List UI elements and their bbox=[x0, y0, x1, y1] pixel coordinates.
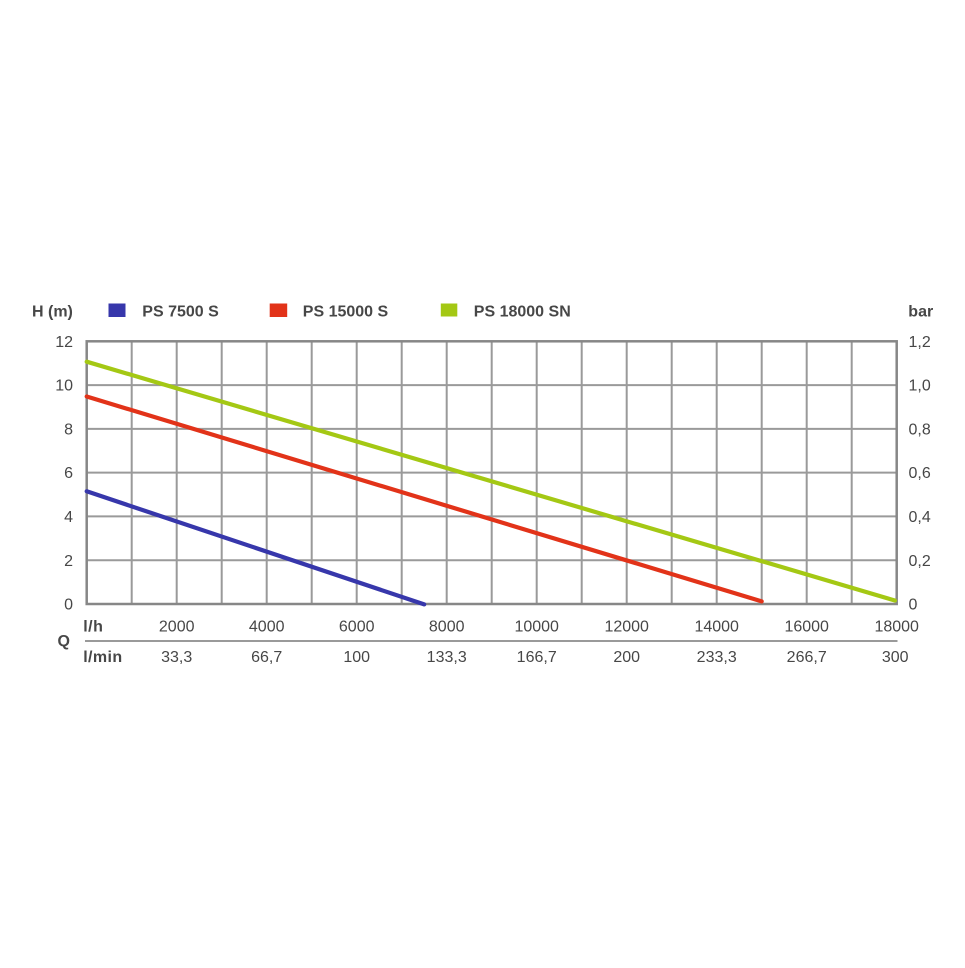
svg-text:bar: bar bbox=[908, 303, 933, 320]
svg-text:H (m): H (m) bbox=[32, 303, 73, 320]
svg-text:l/h: l/h bbox=[83, 618, 103, 635]
svg-text:PS 7500 S: PS 7500 S bbox=[142, 303, 219, 320]
svg-text:8: 8 bbox=[64, 422, 73, 439]
svg-text:4: 4 bbox=[64, 509, 73, 526]
svg-text:0,8: 0,8 bbox=[909, 422, 931, 439]
svg-text:14000: 14000 bbox=[694, 618, 739, 635]
svg-text:66,7: 66,7 bbox=[251, 649, 282, 666]
svg-text:0,4: 0,4 bbox=[909, 509, 931, 526]
svg-text:266,7: 266,7 bbox=[787, 649, 827, 666]
svg-text:10: 10 bbox=[55, 378, 73, 395]
svg-text:12000: 12000 bbox=[604, 618, 649, 635]
svg-text:1,0: 1,0 bbox=[909, 378, 931, 395]
svg-text:33,3: 33,3 bbox=[161, 649, 192, 666]
svg-text:1,2: 1,2 bbox=[909, 334, 931, 351]
svg-text:2: 2 bbox=[64, 553, 73, 570]
svg-text:0: 0 bbox=[64, 597, 73, 614]
svg-text:18000: 18000 bbox=[874, 618, 919, 635]
svg-text:PS 18000 SN: PS 18000 SN bbox=[474, 303, 571, 320]
svg-text:6: 6 bbox=[64, 465, 73, 482]
svg-text:200: 200 bbox=[613, 649, 640, 666]
svg-text:300: 300 bbox=[882, 649, 909, 666]
svg-text:2000: 2000 bbox=[159, 618, 195, 635]
svg-text:6000: 6000 bbox=[339, 618, 375, 635]
svg-text:10000: 10000 bbox=[514, 618, 559, 635]
svg-text:16000: 16000 bbox=[784, 618, 829, 635]
svg-text:166,7: 166,7 bbox=[517, 649, 557, 666]
svg-text:8000: 8000 bbox=[429, 618, 465, 635]
svg-text:100: 100 bbox=[343, 649, 370, 666]
svg-text:l/min: l/min bbox=[83, 649, 122, 666]
svg-text:4000: 4000 bbox=[249, 618, 285, 635]
svg-text:233,3: 233,3 bbox=[697, 649, 737, 666]
svg-text:0: 0 bbox=[909, 597, 918, 614]
svg-text:0,6: 0,6 bbox=[909, 465, 931, 482]
svg-text:PS 15000 S: PS 15000 S bbox=[303, 303, 389, 320]
svg-text:0,2: 0,2 bbox=[909, 553, 931, 570]
svg-text:Q: Q bbox=[58, 633, 70, 650]
svg-text:133,3: 133,3 bbox=[427, 649, 467, 666]
svg-text:12: 12 bbox=[55, 334, 73, 351]
